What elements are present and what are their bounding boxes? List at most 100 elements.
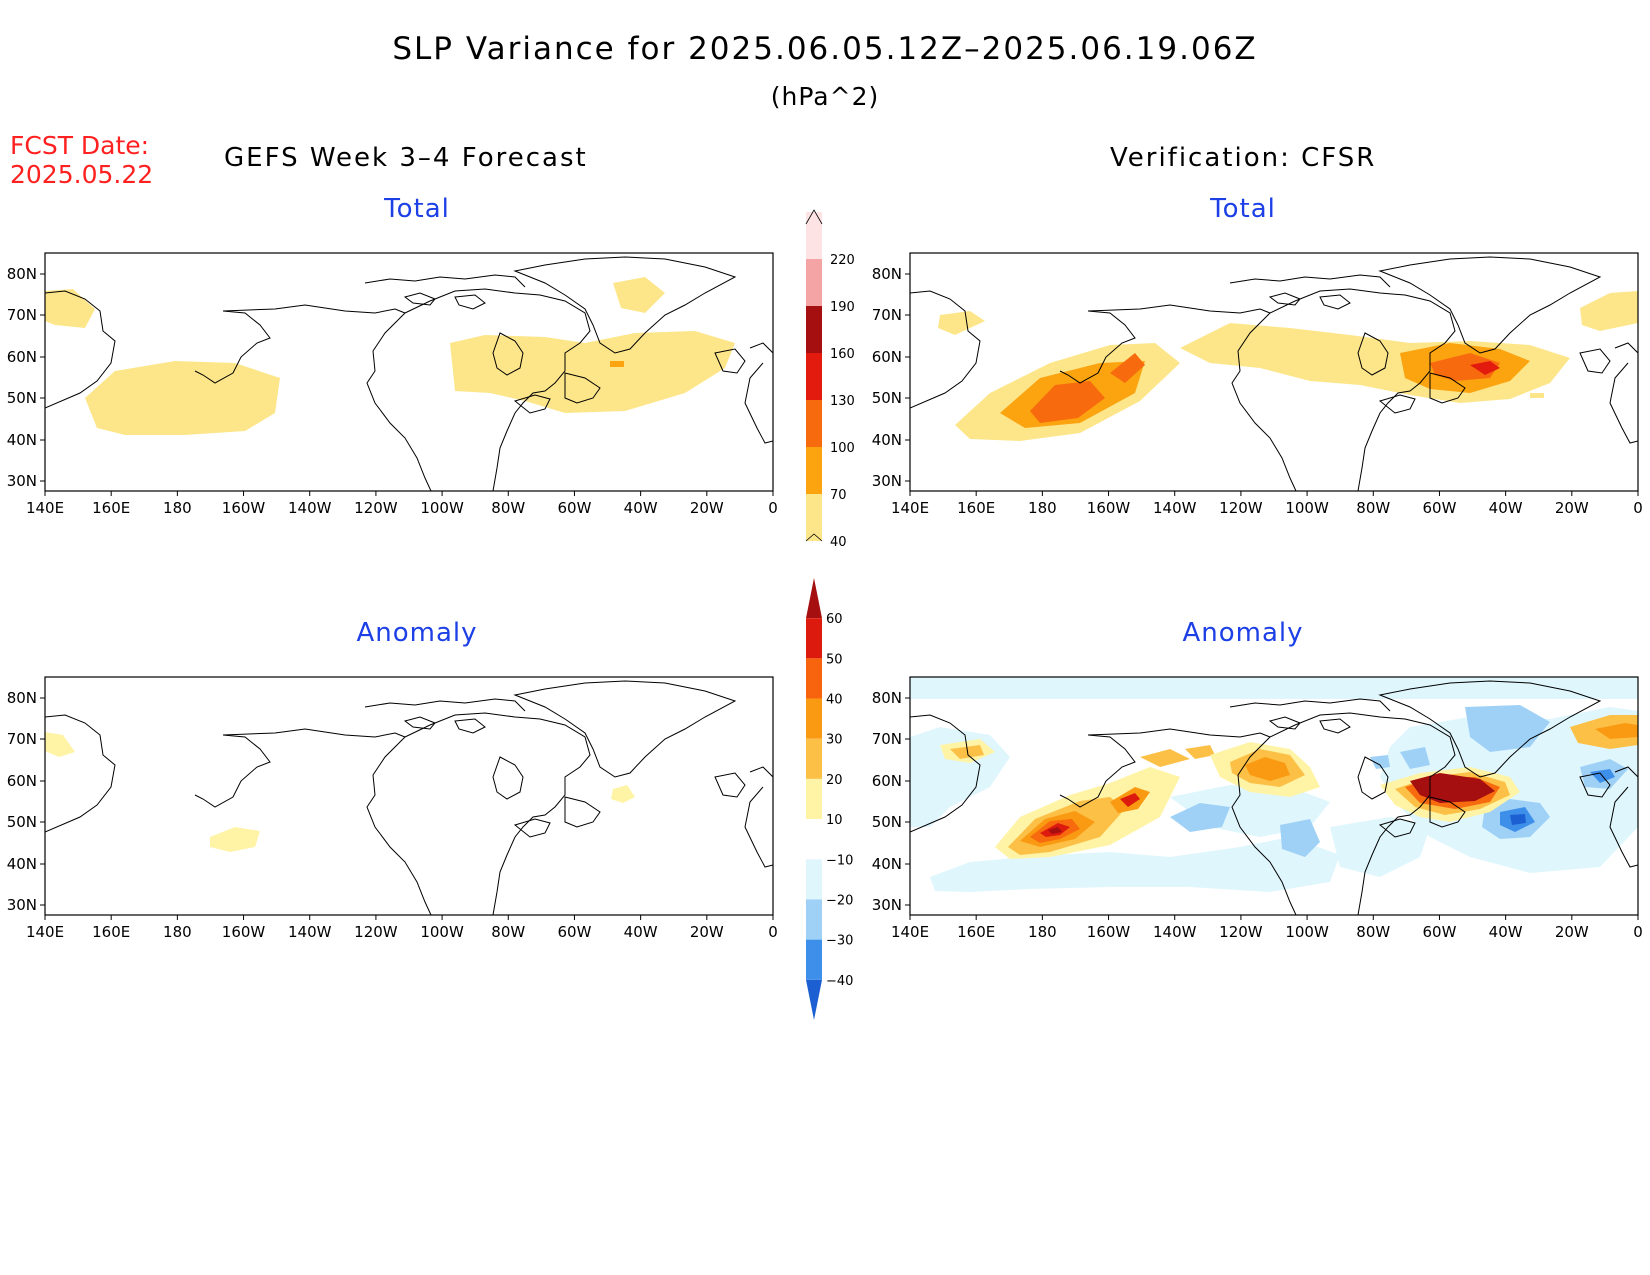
forecast-total-lat-label: 50N bbox=[7, 389, 37, 407]
forecast-total-lon-label: 20W bbox=[690, 499, 724, 517]
verification-total-lon-label: 0 bbox=[1633, 499, 1643, 517]
anomaly-colorbar-swatch bbox=[806, 698, 822, 739]
verification-anomaly-lon-label: 160W bbox=[1087, 923, 1131, 941]
verification-anomaly-lon-label: 60W bbox=[1422, 923, 1456, 941]
forecast-anomaly-lon-label: 160W bbox=[222, 923, 266, 941]
forecast-total-lon-label: 140E bbox=[26, 499, 64, 517]
verification-anomaly-lat-label: 80N bbox=[872, 689, 902, 707]
verification-anomaly-lon-label: 180 bbox=[1028, 923, 1057, 941]
forecast-anomaly-lat-label: 30N bbox=[7, 896, 37, 914]
forecast-total-subtitle: Total bbox=[384, 194, 450, 224]
forecast-total-lon-label: 160E bbox=[92, 499, 130, 517]
verification-anomaly-lon-label: 20W bbox=[1555, 923, 1589, 941]
total-colorbar-swatch bbox=[806, 259, 822, 306]
forecast-anomaly-lon-label: 20W bbox=[690, 923, 724, 941]
verification-header: Verification: CFSR bbox=[1110, 143, 1377, 173]
anomaly-colorbar-label: 50 bbox=[826, 652, 843, 667]
total-colorbar-label: 40 bbox=[830, 535, 847, 550]
verification-total-lon-label: 140W bbox=[1153, 499, 1197, 517]
forecast-total-lat-label: 70N bbox=[7, 306, 37, 324]
total-colorbar-swatch bbox=[806, 212, 822, 259]
units-label: (hPa^2) bbox=[770, 82, 880, 111]
forecast-anomaly-subtitle: Anomaly bbox=[356, 618, 478, 648]
verification-total-subtitle: Total bbox=[1210, 194, 1276, 224]
forecast-anomaly-lon-label: 140E bbox=[26, 923, 64, 941]
axis-labels: 140E 160E 180 160W 140W 120W 100W 80W 60W 40W 20W 0… bbox=[7, 265, 1643, 941]
fcst-date-value: 2025.05.22 bbox=[10, 160, 154, 189]
verification-total-lon-label: 120W bbox=[1219, 499, 1263, 517]
forecast-anomaly-lon-label: 0 bbox=[768, 923, 778, 941]
forecast-anomaly-lon-label: 160E bbox=[92, 923, 130, 941]
verification-anomaly-lon-label: 0 bbox=[1633, 923, 1643, 941]
forecast-anomaly-lat-label: 40N bbox=[7, 855, 37, 873]
verification-anomaly-lat-label: 70N bbox=[872, 730, 902, 748]
verification-anomaly-lon-label: 140E bbox=[891, 923, 929, 941]
total-colorbar-swatch bbox=[806, 447, 822, 494]
total-colorbar: 40 70 100 130 160 190 220 bbox=[805, 209, 855, 550]
verification-anomaly-lat-label: 40N bbox=[872, 855, 902, 873]
anomaly-colorbar-label: 10 bbox=[826, 813, 843, 828]
verification-total-lat-label: 50N bbox=[872, 389, 902, 407]
verification-anomaly-map bbox=[909, 676, 1639, 916]
verification-total-lat-label: 30N bbox=[872, 472, 902, 490]
anomaly-colorbar-swatch bbox=[806, 658, 822, 699]
forecast-total-lon-label: 180 bbox=[163, 499, 192, 517]
total-colorbar-label: 100 bbox=[830, 441, 855, 456]
verification-total-lat-label: 80N bbox=[872, 265, 902, 283]
forecast-anomaly-lon-label: 180 bbox=[163, 923, 192, 941]
forecast-total-lon-label: 160W bbox=[222, 499, 266, 517]
verification-total-lon-label: 180 bbox=[1028, 499, 1057, 517]
forecast-total-map bbox=[44, 252, 774, 492]
verification-anomaly-subtitle: Anomaly bbox=[1182, 618, 1304, 648]
forecast-total-lon-label: 60W bbox=[557, 499, 591, 517]
verification-total-lon-label: 60W bbox=[1422, 499, 1456, 517]
verification-anomaly-lon-label: 80W bbox=[1356, 923, 1390, 941]
forecast-anomaly-lat-label: 80N bbox=[7, 689, 37, 707]
anomaly-colorbar-label: −10 bbox=[826, 853, 853, 868]
forecast-total-lon-label: 100W bbox=[420, 499, 464, 517]
verification-total-lat-label: 60N bbox=[872, 348, 902, 366]
verification-anomaly-lat-label: 50N bbox=[872, 813, 902, 831]
verification-anomaly-lat-label: 30N bbox=[872, 896, 902, 914]
verification-anomaly-lon-label: 40W bbox=[1489, 923, 1523, 941]
anomaly-colorbar-swatch bbox=[806, 778, 822, 820]
verification-total-lon-label: 40W bbox=[1489, 499, 1523, 517]
forecast-total-lon-label: 140W bbox=[288, 499, 332, 517]
anomaly-colorbar-swatch bbox=[806, 819, 822, 860]
verification-anomaly-lon-label: 160E bbox=[957, 923, 995, 941]
anomaly-colorbar-swatch bbox=[806, 618, 822, 659]
forecast-header: GEFS Week 3–4 Forecast bbox=[224, 143, 588, 173]
forecast-anomaly-lon-label: 80W bbox=[491, 923, 525, 941]
forecast-anomaly-lon-label: 120W bbox=[354, 923, 398, 941]
forecast-anomaly-lat-label: 50N bbox=[7, 813, 37, 831]
forecast-total-lat-label: 80N bbox=[7, 265, 37, 283]
total-colorbar-swatch bbox=[806, 306, 822, 353]
total-colorbar-label: 220 bbox=[830, 253, 855, 268]
verification-total-lat-label: 40N bbox=[872, 431, 902, 449]
verification-anomaly-lat-label: 60N bbox=[872, 772, 902, 790]
anomaly-colorbar-label: −40 bbox=[826, 974, 853, 989]
forecast-total-lon-label: 120W bbox=[354, 499, 398, 517]
forecast-anomaly-lat-label: 70N bbox=[7, 730, 37, 748]
anomaly-colorbar-label: 40 bbox=[826, 693, 843, 708]
anomaly-colorbar-label: 60 bbox=[826, 612, 843, 627]
total-colorbar-swatch bbox=[806, 400, 822, 447]
total-colorbar-swatch bbox=[806, 494, 822, 541]
verification-total-map bbox=[909, 252, 1639, 492]
forecast-total-lon-label: 0 bbox=[768, 499, 778, 517]
anomaly-colorbar: 60 50 40 30 20 10 −10 −20 −30 −40 bbox=[806, 578, 853, 1020]
forecast-total-lat-label: 40N bbox=[7, 431, 37, 449]
forecast-total-lon-label: 80W bbox=[491, 499, 525, 517]
total-colorbar-label: 160 bbox=[830, 347, 855, 362]
verification-anomaly-lon-label: 120W bbox=[1219, 923, 1263, 941]
verification-total-lon-label: 160E bbox=[957, 499, 995, 517]
anomaly-colorbar-swatch bbox=[806, 738, 822, 779]
forecast-anomaly-lon-label: 100W bbox=[420, 923, 464, 941]
forecast-anomaly-lon-label: 40W bbox=[624, 923, 658, 941]
anomaly-colorbar-swatch bbox=[806, 939, 822, 980]
anomaly-colorbar-swatch bbox=[806, 578, 822, 619]
forecast-anomaly-lon-label: 140W bbox=[288, 923, 332, 941]
forecast-anomaly-lon-label: 60W bbox=[557, 923, 591, 941]
anomaly-colorbar-label: −20 bbox=[826, 893, 853, 908]
